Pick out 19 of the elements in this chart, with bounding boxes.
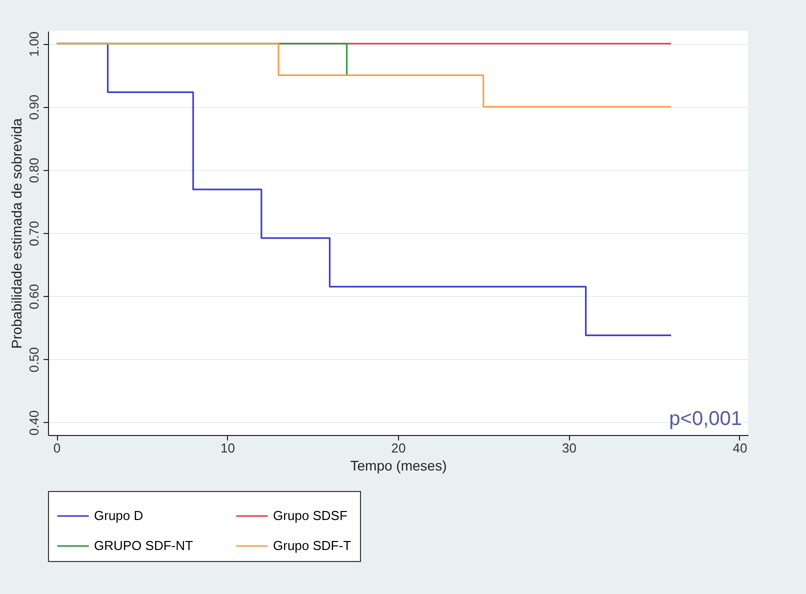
y-tick-label: 0.60 (26, 284, 42, 310)
y-tick-label: 0.70 (26, 220, 42, 246)
x-tick-label: 10 (220, 440, 236, 456)
y-tick-label: 1.00 (26, 31, 42, 57)
y-tick-label: 0.50 (26, 347, 42, 372)
legend-label: Grupo SDF-T (273, 538, 352, 553)
legend-label: Grupo SDSF (273, 508, 348, 523)
x-tick-label: 0 (53, 440, 61, 456)
y-tick-label: 0.40 (26, 410, 42, 436)
legend-label: GRUPO SDF-NT (94, 538, 193, 553)
x-tick-label: 30 (562, 440, 576, 456)
x-axis-title: Tempo (meses) (350, 458, 447, 474)
y-tick-label: 0.90 (26, 94, 42, 120)
x-tick-label: 20 (391, 440, 406, 456)
x-tick-label: 40 (732, 440, 748, 456)
annotation: p<0,001 (669, 408, 742, 430)
y-axis-title: Probabilidade estimada de sobrevida (8, 118, 24, 349)
y-tick-label: 0.80 (26, 158, 42, 184)
legend-label: Grupo D (94, 508, 144, 523)
